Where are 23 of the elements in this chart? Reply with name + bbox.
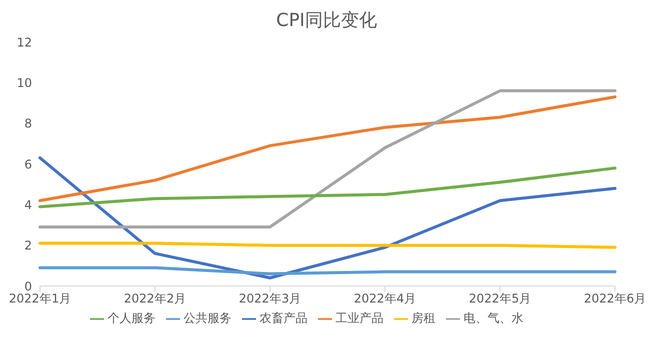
line-series	[38, 156, 616, 280]
x-tick-label: 2022年3月	[238, 292, 302, 306]
line-series	[38, 166, 616, 208]
y-tick-label: 0	[24, 279, 32, 294]
y-tick-label: 6	[24, 157, 32, 172]
y-tick-label: 2	[24, 238, 32, 253]
x-tick-label: 2022年5月	[468, 292, 532, 306]
legend-label: 公共服务	[184, 311, 232, 325]
y-tick-label: 10	[16, 76, 32, 90]
chart-title: CPI同比变化	[275, 9, 378, 32]
legend-label: 电、气、水	[464, 311, 524, 325]
y-tick-label: 12	[16, 35, 32, 50]
y-tick-label: 8	[24, 116, 32, 131]
x-tick-label: 2022年4月	[354, 292, 416, 306]
legend-label: 农畜产品	[260, 311, 308, 325]
legend-label: 个人服务	[108, 311, 156, 325]
y-tick-label: 4	[24, 198, 32, 212]
x-tick-label: 2022年1月	[8, 292, 72, 306]
x-tick-label: 2022年6月	[584, 292, 646, 306]
line-series	[38, 95, 616, 202]
legend-label: 工业产品	[336, 311, 384, 325]
x-tick-label: 2022年2月	[124, 292, 186, 306]
legend-label: 房租	[412, 311, 436, 325]
